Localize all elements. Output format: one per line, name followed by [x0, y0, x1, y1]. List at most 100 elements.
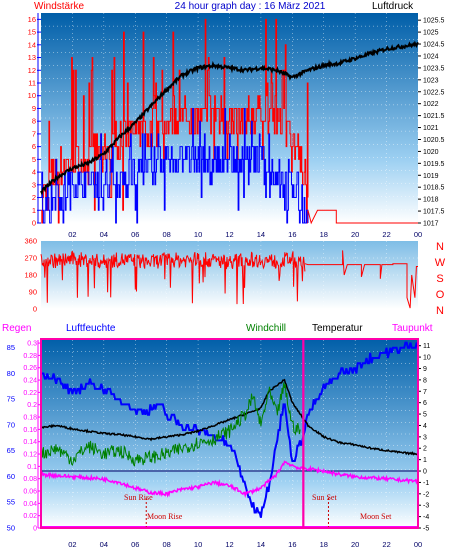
pressure-tick-label: 1024.5 [423, 42, 445, 49]
rain-tick-label: 0.04 [23, 501, 37, 508]
temperature-tick-label: 0 [423, 469, 427, 476]
pressure-tick-label: 1020 [423, 149, 439, 156]
wind-tick-label: 3 [32, 180, 36, 189]
rain-tick-label: 0.2 [27, 402, 37, 409]
wind-tick-label: 7 [32, 129, 36, 138]
x-tick-label-bottom: 04 [100, 540, 108, 549]
wind-tick-label: 2 [32, 193, 36, 202]
wind-tick-label: 4 [32, 168, 36, 177]
pressure-tick-label: 1024 [423, 53, 439, 60]
temperature-tick-label: 1 [423, 457, 427, 464]
rain-tick-label: 0.06 [23, 489, 37, 496]
x-tick-label-bottom: 12 [225, 540, 233, 549]
wind-tick-label: 6 [32, 142, 36, 151]
temperature-tick-label: -4 [423, 514, 429, 521]
rain-tick-label: 0.08 [23, 476, 37, 483]
pressure-tick-label: 1017.5 [423, 209, 445, 216]
temperature-tick-label: -3 [423, 503, 429, 510]
wind-direction-line [40, 250, 306, 305]
humidity-tick-label: 75 [7, 395, 15, 404]
pressure-tick-label: 1022 [423, 101, 439, 108]
x-tick-label-top: 08 [162, 230, 170, 239]
pressure-tick-label: 1023.5 [423, 65, 445, 72]
temperature-tick-label: 3 [423, 434, 427, 441]
moon-rise-label: Moon Rise [147, 512, 183, 521]
rain-tick-label: 0.3 [27, 341, 37, 348]
temperature-series-line [40, 378, 419, 456]
rain-tick-label: 0.26 [23, 365, 37, 372]
x-tick-label-top: 10 [194, 230, 202, 239]
temperature-tick-label: -5 [423, 526, 429, 533]
pressure-tick-label: 1018.5 [423, 185, 445, 192]
wind-tick-label: 11 [28, 79, 36, 88]
temperature-tick-label: 6 [423, 400, 427, 407]
x-tick-label-top: 04 [100, 230, 108, 239]
humidity-tick-label: 65 [7, 446, 15, 455]
humidity-tick-label: 60 [7, 472, 15, 481]
wind-direction-tail [304, 250, 418, 309]
wind-tick-label: 13 [28, 53, 36, 62]
x-tick-label-top: 18 [320, 230, 328, 239]
rain-tick-label: 0.22 [23, 390, 37, 397]
direction-letter-s: S [436, 273, 443, 285]
humidity-label: Luftfeuchte [66, 323, 116, 334]
x-tick-label-top: 16 [288, 230, 296, 239]
wind-tick-label: 10 [28, 91, 36, 100]
wind-tick-label: 14 [28, 40, 36, 49]
pressure-series-line [40, 40, 419, 196]
x-tick-label-bottom: 14 [257, 540, 265, 549]
temperature-label: Temperatur [312, 323, 363, 334]
x-tick-label-top: 14 [257, 230, 265, 239]
wind-tick-label: 5 [32, 155, 36, 164]
rain-tick-label: 0.14 [23, 439, 37, 446]
x-tick-label-top: 12 [225, 230, 233, 239]
x-tick-label-top: 00 [414, 230, 422, 239]
humidity-series-line [41, 341, 419, 518]
humidity-tick-label: 50 [7, 524, 15, 533]
temperature-tick-label: 11 [423, 343, 430, 350]
humidity-tick-label: 80 [7, 369, 15, 378]
temperature-tick-label: 2 [423, 446, 427, 453]
pressure-tick-label: 1019 [423, 173, 439, 180]
pressure-tick-label: 1021 [423, 125, 439, 132]
wind-series-tail [307, 209, 418, 225]
sun-set-label: Sun Set [312, 493, 337, 502]
pressure-tick-label: 1022.5 [423, 89, 445, 96]
x-tick-label-bottom: 18 [320, 540, 328, 549]
direction-letter-n-top: N [436, 241, 444, 253]
wind-tick-label: 9 [32, 104, 36, 113]
wind-speed-label: Windstärke [34, 1, 84, 12]
x-tick-label-top: 22 [382, 230, 390, 239]
rain-tick-label: 0.1 [27, 464, 37, 471]
humidity-tick-label: 70 [7, 420, 15, 429]
temperature-tick-label: 7 [423, 389, 427, 396]
x-tick-label-bottom: 22 [382, 540, 390, 549]
sun-rise-label: Sun Rise [124, 493, 153, 502]
windchill-series-line [40, 382, 301, 467]
pressure-tick-label: 1025.5 [423, 18, 445, 25]
direction-tick-label: 360 [24, 237, 37, 246]
x-tick-label-top: 06 [131, 230, 139, 239]
rain-label: Regen [2, 323, 31, 334]
rain-tick-label: 0.12 [23, 452, 37, 459]
moon-set-label: Moon Set [360, 512, 392, 521]
x-tick-label-top: 02 [68, 230, 76, 239]
rain-tick-label: 0 [33, 526, 37, 533]
direction-letter-o: O [436, 289, 445, 301]
pressure-tick-label: 1025 [423, 30, 439, 37]
wind-tick-label: 16 [28, 15, 36, 24]
wind-tick-label: 15 [28, 28, 36, 37]
wind-tick-label: 1 [32, 206, 36, 215]
chart-title: 24 hour graph day : 16 März 2021 [175, 1, 326, 12]
wind-series-line [41, 18, 309, 224]
direction-tick-label: 90 [29, 288, 37, 297]
x-tick-label-top: 20 [351, 230, 359, 239]
pressure-tick-label: 1023 [423, 77, 439, 84]
rain-tick-label: 0.18 [23, 415, 37, 422]
gust-series-line [41, 108, 309, 224]
direction-letter-w: W [435, 257, 446, 269]
temperature-tick-label: -1 [423, 480, 429, 487]
pressure-tick-label: 1019.5 [423, 161, 445, 168]
